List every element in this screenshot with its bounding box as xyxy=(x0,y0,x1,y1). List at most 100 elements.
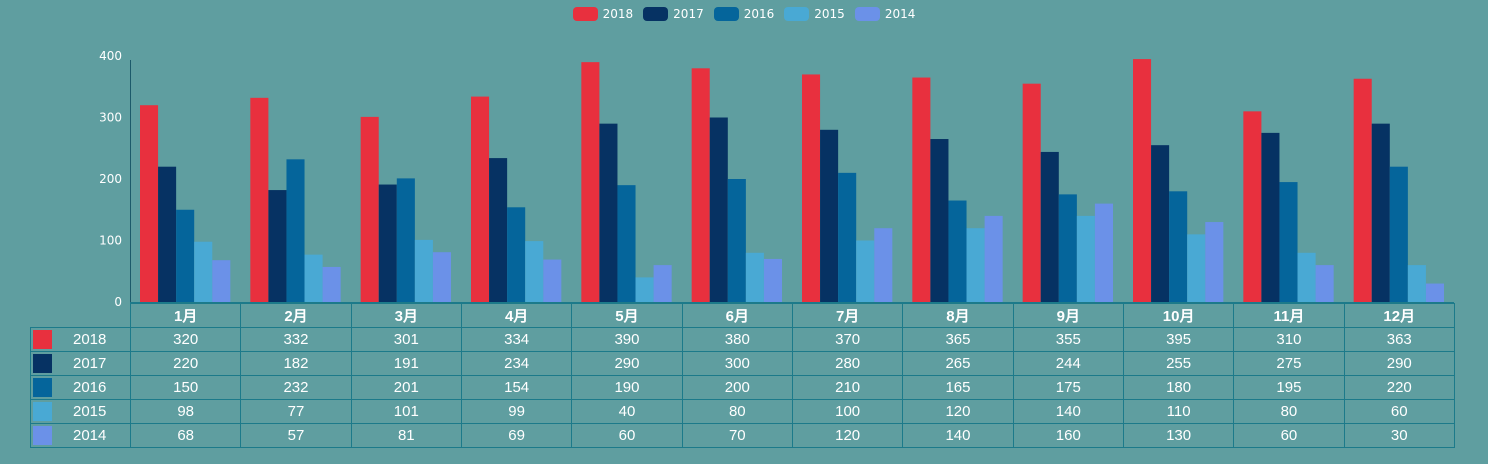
table-cell: 275 xyxy=(1233,351,1345,376)
table-row: 2016 150 232 201 154 190 200 210 165 175 180 195 220 xyxy=(30,375,1455,400)
bar-2014-9 xyxy=(1094,203,1113,302)
x-tick-label: 12月 xyxy=(1343,303,1455,328)
table-cell: 110 xyxy=(1122,399,1235,424)
series-name: 2015 xyxy=(73,403,107,420)
bar-2015-6 xyxy=(745,252,764,302)
x-tick-label: 11月 xyxy=(1233,303,1345,328)
series-swatch xyxy=(33,378,52,397)
legend-item-2014[interactable]: 2014 xyxy=(854,7,916,21)
bar-2014-10 xyxy=(1205,222,1224,302)
x-tick-label: 3月 xyxy=(350,303,462,328)
x-tick-label: 6月 xyxy=(681,303,793,328)
bar-2017-7 xyxy=(820,129,839,302)
x-tick-label: 7月 xyxy=(791,303,904,328)
table-cell: 200 xyxy=(681,375,793,400)
bar-2015-10 xyxy=(1187,234,1206,302)
x-tick-label: 2月 xyxy=(240,303,352,328)
legend-item-2017[interactable]: 2017 xyxy=(643,7,704,21)
table-cell: 165 xyxy=(902,375,1014,400)
table-cell: 380 xyxy=(681,327,793,352)
series-cell-2015: 2015 xyxy=(30,399,131,424)
bar-2016-2 xyxy=(286,159,305,302)
bar-2016-10 xyxy=(1169,191,1188,302)
bar-2015-4 xyxy=(525,241,544,302)
table-cell: 130 xyxy=(1122,423,1235,448)
table-cell: 98 xyxy=(129,399,242,424)
table-corner xyxy=(30,303,131,328)
legend-label: 2016 xyxy=(743,7,775,21)
y-tick-label: 100 xyxy=(99,234,122,248)
table-cell: 70 xyxy=(681,423,793,448)
series-swatch xyxy=(33,426,52,445)
table-cell: 244 xyxy=(1012,351,1124,376)
table-cell: 300 xyxy=(681,351,793,376)
legend-swatch xyxy=(643,7,669,21)
bar-2018-4 xyxy=(471,96,490,302)
bar-2016-7 xyxy=(838,172,857,302)
table-cell: 370 xyxy=(791,327,904,352)
table-row: 2014 68 57 81 69 60 70 120 140 160 130 60 30 xyxy=(30,423,1455,448)
bar-2018-9 xyxy=(1022,83,1041,302)
y-tick-label: 200 xyxy=(99,172,122,186)
bar-2014-8 xyxy=(984,215,1003,302)
data-table: 1月 2月 3月 4月 5月 6月 7月 8月 9月 10月 11月 12月 2018 320 332 301… xyxy=(30,303,1455,448)
x-tick-label: 10月 xyxy=(1122,303,1235,328)
bar-2014-7 xyxy=(874,228,893,302)
table-cell: 191 xyxy=(350,351,462,376)
bar-2018-12 xyxy=(1353,78,1372,302)
table-row: 2015 98 77 101 99 40 80 100 120 140 110 80 60 xyxy=(30,399,1455,424)
table-cell: 30 xyxy=(1343,423,1455,448)
table-cell: 101 xyxy=(350,399,462,424)
table-cell: 390 xyxy=(571,327,683,352)
series-swatch xyxy=(33,402,52,421)
legend-label: 2014 xyxy=(884,7,916,21)
table-cell: 220 xyxy=(1343,375,1455,400)
table-cell: 60 xyxy=(571,423,683,448)
bar-2017-1 xyxy=(158,166,177,302)
bar-2018-6 xyxy=(691,68,710,302)
legend-swatch xyxy=(784,7,810,21)
y-tick-label: 400 xyxy=(99,49,122,63)
bar-2017-4 xyxy=(489,158,508,302)
table-cell: 81 xyxy=(350,423,462,448)
table-cell: 201 xyxy=(350,375,462,400)
table-cell: 234 xyxy=(460,351,573,376)
table-cell: 210 xyxy=(791,375,904,400)
bar-2016-4 xyxy=(507,207,526,302)
table-cell: 154 xyxy=(460,375,573,400)
x-tick-label: 1月 xyxy=(129,303,242,328)
bar-2017-6 xyxy=(709,117,728,302)
table-cell: 80 xyxy=(1233,399,1345,424)
bar-2017-2 xyxy=(268,190,287,302)
series-cell-2016: 2016 xyxy=(30,375,131,400)
table-cell: 280 xyxy=(791,351,904,376)
legend-item-2018[interactable]: 2018 xyxy=(572,7,633,21)
table-cell: 99 xyxy=(460,399,573,424)
x-tick-label: 5月 xyxy=(571,303,683,328)
table-cell: 290 xyxy=(571,351,683,376)
bar-2015-9 xyxy=(1076,215,1095,302)
table-cell: 320 xyxy=(129,327,242,352)
bar-2017-10 xyxy=(1151,145,1170,302)
chart-legend: 2018 2017 2016 2015 2014 xyxy=(0,5,1488,23)
bar-2018-7 xyxy=(802,74,821,302)
table-cell: 363 xyxy=(1343,327,1455,352)
bar-2014-6 xyxy=(763,258,782,302)
bar-2015-8 xyxy=(966,228,985,302)
bar-2017-11 xyxy=(1261,132,1280,302)
bar-2015-7 xyxy=(856,240,875,302)
y-tick-label: 300 xyxy=(99,111,122,125)
table-cell: 355 xyxy=(1012,327,1124,352)
bar-2014-2 xyxy=(322,266,341,302)
bar-2016-6 xyxy=(727,179,746,302)
table-cell: 120 xyxy=(791,423,904,448)
table-cell: 60 xyxy=(1233,423,1345,448)
bar-2018-8 xyxy=(912,77,931,303)
bar-2016-11 xyxy=(1279,182,1298,302)
legend-item-2015[interactable]: 2015 xyxy=(784,7,845,21)
legend-item-2016[interactable]: 2016 xyxy=(713,7,775,21)
x-tick-label: 9月 xyxy=(1012,303,1124,328)
bar-2018-2 xyxy=(250,97,269,302)
table-cell: 365 xyxy=(902,327,1014,352)
series-name: 2014 xyxy=(73,427,107,444)
